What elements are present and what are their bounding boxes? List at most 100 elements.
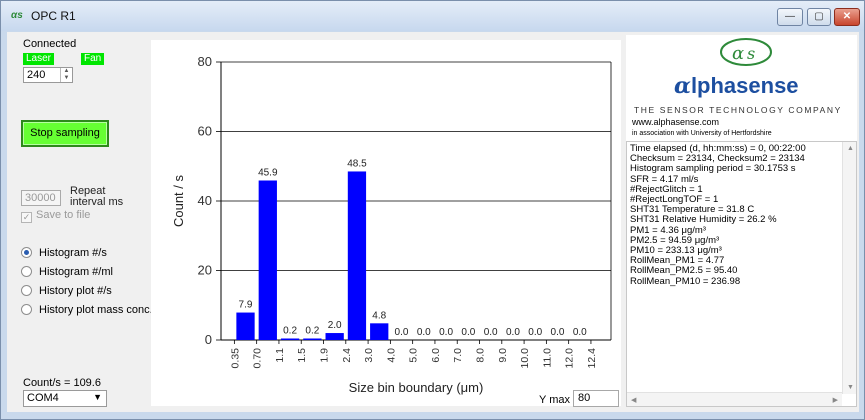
log-lines: Time elapsed (d, hh:mm:ss) = 0, 00:22:00…	[630, 143, 840, 287]
radio-histogram-per-s[interactable]: Histogram #/s	[21, 247, 107, 259]
company-url: www.alphasense.com	[632, 117, 720, 127]
bar-value-label: 0.0	[551, 327, 565, 338]
x-tick-label: 4.0	[385, 348, 397, 363]
svg-text:s: s	[747, 44, 755, 63]
radio-label: Histogram #/s	[39, 247, 107, 259]
x-tick-label: 9.0	[497, 348, 509, 363]
bar-value-label: 45.9	[258, 167, 278, 178]
log-line: Histogram sampling period = 30.1753 s	[630, 163, 796, 175]
y-axis-label: Count / s	[171, 174, 186, 227]
save-to-file-checkbox[interactable]: ✓ Save to file	[21, 209, 90, 223]
x-tick-label: 5.0	[408, 348, 420, 363]
x-tick-label: 7.0	[452, 348, 464, 363]
log-line: SHT31 Relative Humidity = 26.2 %	[630, 214, 777, 226]
repeat-interval-label: Repeat interval ms	[70, 186, 123, 208]
log-line: #RejectGlitch = 1	[630, 183, 703, 195]
log-line: RollMean_PM1 = 4.77	[630, 255, 725, 267]
y-tick-label: 40	[198, 193, 212, 208]
bar-value-label: 2.0	[328, 320, 342, 331]
radio-icon	[21, 285, 32, 296]
histogram-bar	[303, 338, 322, 340]
bar-value-label: 0.2	[283, 326, 297, 337]
title-bar: αs OPC R1 — ▢ ✕	[1, 1, 864, 31]
bar-value-label: 0.0	[417, 327, 431, 338]
histogram-bar	[347, 171, 367, 340]
log-line: Checksum = 23134, Checksum2 = 23134	[630, 153, 805, 165]
window-title: OPC R1	[31, 9, 76, 23]
log-line: Time elapsed (d, hh:mm:ss) = 0, 00:22:00	[630, 143, 806, 154]
radio-label: History plot #/s	[39, 285, 112, 297]
histogram-bar	[258, 180, 277, 340]
company-tagline: THE SENSOR TECHNOLOGY COMPANY	[634, 105, 842, 115]
repeat-interval-label-line1: Repeat	[70, 185, 106, 197]
x-tick-label: 6.0	[430, 348, 442, 363]
log-line: SFR = 4.17 ml/s	[630, 173, 699, 185]
log-line: RollMean_PM2.5 = 95.40	[630, 265, 738, 277]
com-port-select[interactable]: COM4 ▼	[23, 390, 107, 407]
vertical-scrollbar[interactable]: ▲ ▼	[842, 142, 856, 394]
scroll-right-icon[interactable]: ▶	[832, 397, 838, 404]
x-tick-label: 11.0	[541, 348, 553, 368]
log-line: SHT31 Temperature = 31.8 C	[630, 204, 755, 216]
x-tick-label: 1.9	[319, 348, 331, 363]
bar-value-label: 48.5	[347, 158, 367, 169]
x-tick-label: 3.0	[363, 348, 375, 363]
x-tick-label: 12.0	[564, 348, 576, 369]
radio-label: History plot mass conc.	[39, 304, 153, 316]
count-total-readout: Count/s = 109.6	[23, 377, 101, 389]
log-line: PM10 = 233.13 μg/m³	[630, 245, 722, 257]
radio-history-mass[interactable]: History plot mass conc.	[21, 304, 153, 316]
x-tick-label: 0.70	[252, 348, 264, 369]
close-button[interactable]: ✕	[834, 8, 860, 26]
bar-value-label: 7.9	[239, 300, 253, 311]
alphasense-mark-icon: α s	[720, 38, 772, 66]
bar-value-label: 0.0	[528, 327, 542, 338]
bar-value-label: 0.0	[573, 327, 587, 338]
stop-sampling-button[interactable]: Stop sampling	[21, 120, 109, 147]
bar-value-label: 0.0	[395, 327, 409, 338]
laser-power-stepper[interactable]: 240 ▲ ▼	[23, 67, 73, 83]
stepper-arrows-icon[interactable]: ▲ ▼	[60, 68, 72, 82]
scroll-down-icon[interactable]: ▼	[847, 384, 854, 391]
fan-indicator: Fan	[81, 53, 105, 65]
log-line: PM1 = 4.36 μg/m³	[630, 224, 706, 236]
laser-indicator: Laser	[23, 53, 55, 65]
histogram-chart: 0 20 40 60 80 7.9 45.9 0.2 0.2 2.0 48.5 4.8 0.0 0.0 0.…	[171, 54, 612, 395]
radio-histogram-per-ml[interactable]: Histogram #/ml	[21, 266, 113, 278]
ymax-input[interactable]: 80	[573, 390, 619, 407]
log-line: PM2.5 = 94.59 μg/m³	[630, 234, 720, 246]
y-tick-label: 20	[198, 263, 212, 278]
repeat-interval-input[interactable]: 30000	[21, 190, 61, 206]
connection-status: Connected	[23, 38, 77, 50]
save-to-file-label: Save to file	[36, 209, 91, 221]
scroll-left-icon[interactable]: ◀	[631, 397, 637, 404]
x-tick-label: 12.4	[586, 348, 598, 369]
alphasense-logo: αlphasense	[674, 73, 799, 99]
horizontal-scrollbar[interactable]: ◀ ▶	[627, 392, 842, 406]
y-tick-label: 80	[198, 54, 212, 69]
minimize-button[interactable]: —	[777, 8, 803, 26]
radio-icon	[21, 266, 32, 277]
radio-icon	[21, 304, 32, 315]
bar-value-label: 0.2	[305, 326, 319, 337]
y-tick-label: 60	[198, 124, 212, 139]
bar-value-label: 0.0	[439, 327, 453, 338]
repeat-interval-label-line2: interval ms	[70, 196, 124, 208]
laser-power-value: 240	[27, 69, 46, 81]
bar-value-label: 0.0	[461, 327, 475, 338]
radio-label: Histogram #/ml	[39, 266, 113, 278]
ymax-label: Y max	[539, 394, 570, 406]
maximize-button[interactable]: ▢	[807, 8, 831, 26]
log-line: #RejectLongTOF = 1	[630, 194, 719, 206]
histogram-bar	[236, 312, 255, 340]
main-client-area: Connected Laser Fan 240 ▲ ▼ Stop sampling…	[7, 32, 859, 412]
x-tick-label: 10.0	[519, 348, 531, 369]
info-panel: α s αlphasense THE SENSOR TECHNOLOGY COM…	[626, 35, 857, 407]
radio-history-per-s[interactable]: History plot #/s	[21, 285, 112, 297]
scroll-up-icon[interactable]: ▲	[847, 145, 854, 152]
measurement-log[interactable]: Time elapsed (d, hh:mm:ss) = 0, 00:22:00…	[626, 141, 857, 407]
association-note: in association with University of Hertfo…	[632, 130, 772, 137]
log-line: RollMean_PM10 = 236.98	[630, 275, 741, 287]
logo-word: lphasense	[690, 73, 799, 98]
